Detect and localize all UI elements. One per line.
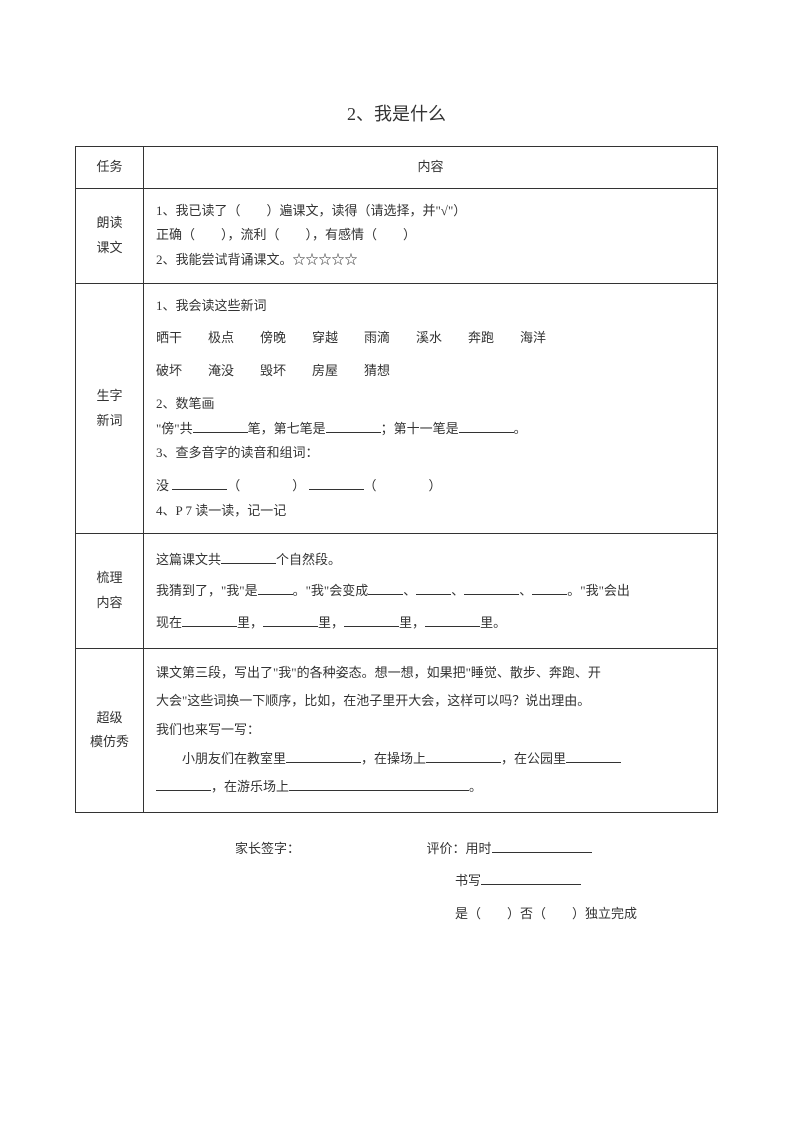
blank (263, 614, 318, 627)
sort-l1a: 这篇课文共 (156, 552, 221, 567)
blank (464, 582, 519, 595)
vocab-l3c: ；第十一笔是 (381, 421, 459, 436)
footer-line3: 是（ ）否（ ）独立完成 (75, 898, 718, 931)
vocab-l5p2: （ ） (364, 478, 442, 493)
write-label: 书写 (455, 873, 481, 888)
blank (193, 420, 248, 433)
vocab-line2: 2、数笔画 (156, 392, 705, 417)
eval-label: 评价：用时 (427, 841, 492, 856)
mimic-label: 超级模仿秀 (76, 648, 144, 812)
reading-content: 1、我已读了（ ）遍课文，读得（请选择，并"√"） 正确（ ），流利（ ），有感… (144, 188, 718, 283)
blank (221, 551, 276, 564)
mimic-line2: 大会"这些词换一下顺序，比如，在池子里开大会，这样可以吗？说出理由。 (156, 687, 705, 716)
blank (156, 778, 211, 791)
page-title: 2、我是什么 (75, 100, 718, 126)
sort-line1: 这篇课文共 个自然段。 (156, 544, 705, 575)
reading-line2: 正确（ ），流利（ ），有感情（ ） (156, 223, 705, 248)
blank (368, 582, 403, 595)
footer-line1: 家长签字： 评价：用时 (75, 833, 718, 866)
vocab-line5: 没 （ ） （ ） (156, 474, 705, 499)
vocab-l3a: "傍"共 (156, 421, 193, 436)
blank (426, 750, 501, 763)
complete-label: 是（ ）否（ ）独立完成 (455, 906, 637, 921)
blank (182, 614, 237, 627)
worksheet-table: 任务 内容 朗读课文 1、我已读了（ ）遍课文，读得（请选择，并"√"） 正确（… (75, 146, 718, 813)
mimic-content: 课文第三段，写出了"我"的各种姿态。想一想，如果把"睡觉、散步、奔跑、开 大会"… (144, 648, 718, 812)
header-task: 任务 (76, 147, 144, 189)
blank (344, 614, 399, 627)
vocab-label: 生字新词 (76, 283, 144, 534)
sort-l2e: 、 (519, 583, 532, 598)
mimic-l4c: ，在公园里 (501, 751, 566, 766)
sort-l2c: 、 (403, 583, 416, 598)
mimic-line1: 课文第三段，写出了"我"的各种姿态。想一想，如果把"睡觉、散步、奔跑、开 (156, 659, 705, 688)
sort-l3c: 里， (318, 615, 344, 630)
sort-content: 这篇课文共 个自然段。 我猜到了，"我"是 。"我"会变成 、 、 、 。"我"会出 现在 里… (144, 534, 718, 649)
sort-row: 梳理内容 这篇课文共 个自然段。 我猜到了，"我"是 。"我"会变成 、 、 、 。"我"会… (76, 534, 718, 649)
mimic-line4: 小朋友们在教室里 ，在操场上 ，在公园里 (156, 745, 705, 774)
mimic-l4b: ，在操场上 (361, 751, 426, 766)
sort-l2d: 、 (451, 583, 464, 598)
reading-label: 朗读课文 (76, 188, 144, 283)
blank (566, 750, 621, 763)
vocab-l5a: 没 (156, 478, 169, 493)
blank (532, 582, 567, 595)
sort-l3a: 现在 (156, 615, 182, 630)
blank (289, 778, 469, 791)
blank (425, 614, 480, 627)
footer-line2: 书写 (75, 865, 718, 898)
vocab-content: 1、我会读这些新词 晒干 极点 傍晚 穿越 雨滴 溪水 奔跑 海洋 破坏 淹没 … (144, 283, 718, 534)
mimic-line3: 我们也来写一写： (156, 716, 705, 745)
header-content: 内容 (144, 147, 718, 189)
mimic-l5a: ，在游乐场上 (211, 779, 289, 794)
sort-l2b: 。"我"会变成 (293, 583, 369, 598)
sort-label: 梳理内容 (76, 534, 144, 649)
reading-row: 朗读课文 1、我已读了（ ）遍课文，读得（请选择，并"√"） 正确（ ），流利（… (76, 188, 718, 283)
vocab-l3d: 。 (514, 421, 527, 436)
blank (326, 420, 381, 433)
reading-line1: 1、我已读了（ ）遍课文，读得（请选择，并"√"） (156, 199, 705, 224)
blank (481, 872, 581, 885)
sort-line3: 现在 里， 里， 里， 里。 (156, 607, 705, 638)
mimic-line5: ，在游乐场上 。 (156, 773, 705, 802)
vocab-line4: 3、查多音字的读音和组词： (156, 441, 705, 466)
blank (172, 477, 227, 490)
vocab-l5p1: （ ） (227, 478, 305, 493)
reading-line3: 2、我能尝试背诵课文。☆☆☆☆☆ (156, 248, 705, 273)
blank (459, 420, 514, 433)
sort-l2f: 。"我"会出 (567, 583, 630, 598)
sign-label: 家长签字： (235, 841, 300, 856)
vocab-words1: 晒干 极点 傍晚 穿越 雨滴 溪水 奔跑 海洋 (156, 326, 705, 351)
blank (416, 582, 451, 595)
blank (309, 477, 364, 490)
sort-l2a: 我猜到了，"我"是 (156, 583, 258, 598)
mimic-row: 超级模仿秀 课文第三段，写出了"我"的各种姿态。想一想，如果把"睡觉、散步、奔跑… (76, 648, 718, 812)
mimic-l5b: 。 (469, 779, 482, 794)
footer: 家长签字： 评价：用时 书写 是（ ）否（ ）独立完成 (75, 833, 718, 931)
vocab-line3: "傍"共 笔，第七笔是 ；第十一笔是 。 (156, 417, 705, 442)
vocab-l3b: 笔，第七笔是 (248, 421, 326, 436)
sort-l1b: 个自然段。 (276, 552, 341, 567)
blank (258, 582, 293, 595)
header-row: 任务 内容 (76, 147, 718, 189)
vocab-line1: 1、我会读这些新词 (156, 294, 705, 319)
sort-line2: 我猜到了，"我"是 。"我"会变成 、 、 、 。"我"会出 (156, 575, 705, 606)
vocab-words2: 破坏 淹没 毁坏 房屋 猜想 (156, 359, 705, 384)
mimic-l4a: 小朋友们在教室里 (156, 751, 286, 766)
sort-l3d: 里， (399, 615, 425, 630)
sort-l3b: 里， (237, 615, 263, 630)
blank (492, 840, 592, 853)
blank (286, 750, 361, 763)
vocab-line6: 4、P 7 读一读，记一记 (156, 499, 705, 524)
sort-l3e: 里。 (480, 615, 506, 630)
vocab-row: 生字新词 1、我会读这些新词 晒干 极点 傍晚 穿越 雨滴 溪水 奔跑 海洋 破… (76, 283, 718, 534)
